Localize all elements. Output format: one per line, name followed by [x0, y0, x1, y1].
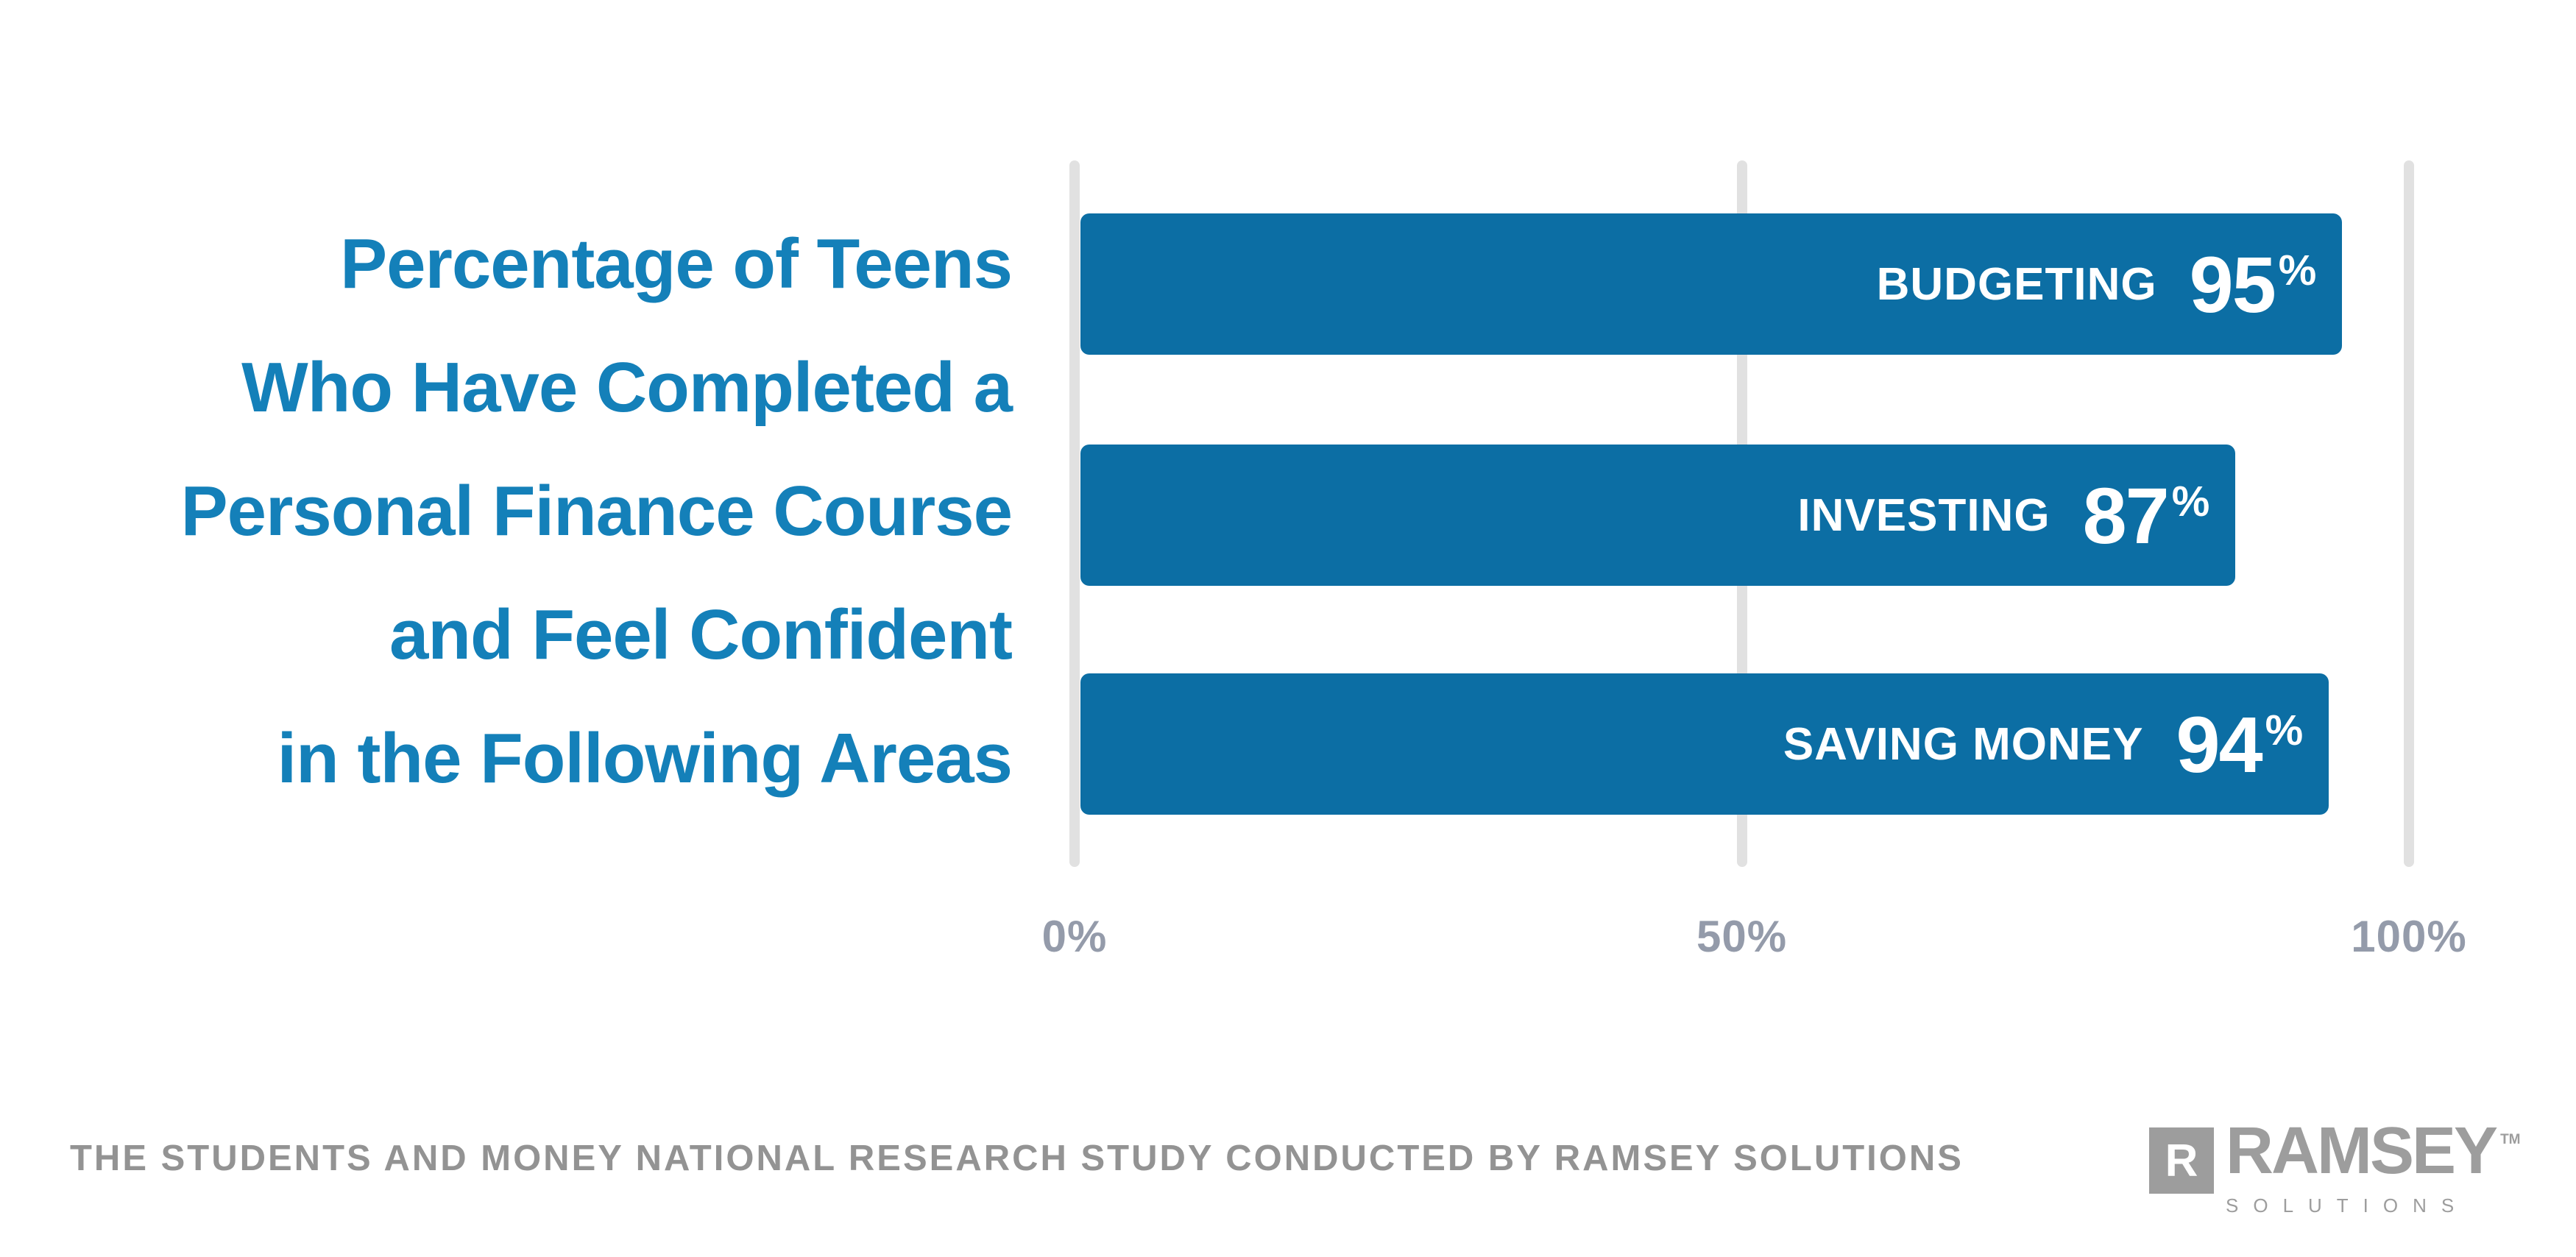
- ramsey-solutions-logo: R RAMSEY TM SOLUTIONS: [2149, 1118, 2521, 1217]
- bar-category-label: INVESTING: [1797, 489, 2050, 541]
- source-attribution-text: THE STUDENTS AND MONEY NATIONAL RESEARCH…: [70, 1139, 1964, 1178]
- chart-title-line-2: Who Have Completed a: [241, 348, 1013, 427]
- trademark-symbol: TM: [2500, 1132, 2521, 1147]
- logo-wordmark-text: RAMSEY: [2226, 1114, 2498, 1188]
- bar-saving-money: SAVING MONEY 94%: [1080, 673, 2329, 815]
- bar-budgeting: BUDGETING 95%: [1080, 213, 2343, 355]
- percent-sign: %: [2265, 706, 2304, 754]
- percent-sign: %: [2278, 246, 2317, 294]
- axis-tick-label-100pct: 100%: [2351, 912, 2467, 961]
- logo-mark-letter: R: [2165, 1135, 2198, 1186]
- bar-category-label: SAVING MONEY: [1783, 718, 2144, 770]
- chart-title-line-1: Percentage of Teens: [340, 224, 1013, 303]
- logo-wordmark: RAMSEY TM: [2226, 1118, 2521, 1193]
- chart-title: Percentage of Teens Who Have Completed a P…: [180, 202, 1013, 821]
- chart-title-line-3: Personal Finance Course: [180, 472, 1013, 550]
- logo-r-mark-icon: R: [2149, 1127, 2214, 1194]
- axis-tick-label-50pct: 50%: [1696, 912, 1788, 961]
- logo-subtext: SOLUTIONS: [2226, 1194, 2469, 1217]
- chart-title-line-4: and Feel Confident: [389, 595, 1013, 674]
- axis-tick-label-0pct: 0%: [1041, 912, 1108, 961]
- bar-value-label: 87%: [2082, 470, 2210, 560]
- bar-category-label: BUDGETING: [1876, 258, 2157, 310]
- percent-sign: %: [2171, 477, 2210, 525]
- gridline-0pct: [1069, 160, 1080, 867]
- logo-text-block: RAMSEY TM SOLUTIONS: [2226, 1118, 2521, 1217]
- bar-value-label: 94%: [2176, 699, 2304, 789]
- chart-title-line-5: in the Following Areas: [277, 719, 1013, 798]
- bar-value-label: 95%: [2189, 239, 2317, 329]
- gridline-100pct: [2404, 160, 2414, 867]
- bar-investing: INVESTING 87%: [1080, 445, 2236, 586]
